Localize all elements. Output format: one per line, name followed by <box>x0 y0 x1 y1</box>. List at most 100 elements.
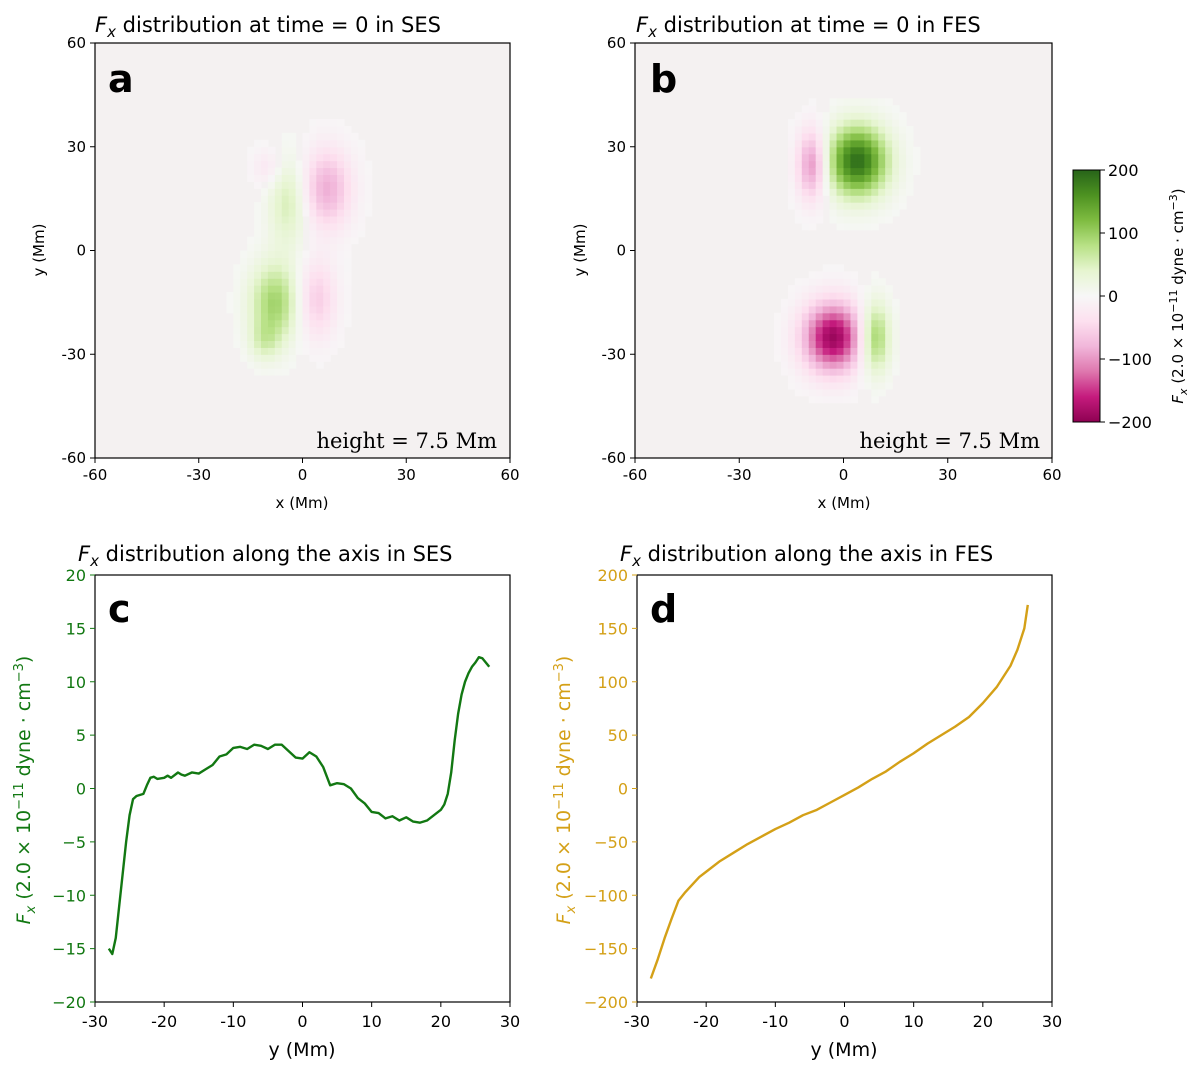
panel-d-ytick-label: 0 <box>618 780 628 799</box>
panel-b-field-cell <box>808 202 817 210</box>
panel-b-field-cell <box>850 312 858 321</box>
panel-a-field-cell <box>350 195 359 203</box>
panel-a-field-cell <box>302 312 311 321</box>
panel-a-field-cell <box>281 160 290 169</box>
panel-b-field-cell <box>836 98 845 106</box>
panel-b-field-cell <box>815 326 824 335</box>
panel-a-field-cell <box>254 243 262 252</box>
panel-a-field-cell <box>254 139 262 148</box>
panel-a-field-cell <box>281 347 290 355</box>
panel-b-field-cell <box>878 292 886 300</box>
panel-b-field-cell <box>794 326 803 335</box>
panel-b-field-cell <box>885 340 893 348</box>
panel-b-field-cell <box>906 139 914 148</box>
panel-c-ytick-label: 15 <box>66 619 86 638</box>
panel-b-field-cell <box>857 146 865 155</box>
panel-b-field-cell <box>850 126 858 134</box>
panel-b-field-cell <box>878 132 886 141</box>
panel-a-field-cell <box>330 119 338 127</box>
panel-b-field-cell <box>864 381 872 390</box>
panel-b-field-cell <box>906 126 914 134</box>
panel-a-field-cell <box>337 298 345 307</box>
panel-b-field-cell <box>801 361 810 369</box>
panel-b-field-cell <box>836 126 845 134</box>
panel-b-field-cell <box>787 146 796 155</box>
panel-b-field-cell <box>871 98 879 106</box>
panel-d-frame <box>636 574 1053 1003</box>
panel-a-field-cell <box>281 354 290 362</box>
panel-a-field-cell <box>267 347 276 355</box>
panel-a-field-cell <box>267 209 276 217</box>
panel-a-field-cell <box>330 326 338 335</box>
panel-a-field-cell <box>261 326 269 335</box>
panel-b-field-cell <box>822 333 831 342</box>
panel-a-field-cell <box>344 146 352 155</box>
panel-a-field-cell <box>309 354 317 362</box>
panel-b-field-cell <box>850 160 858 169</box>
panel-b-field-cell <box>871 368 879 376</box>
panel-b-field-cell <box>857 222 865 231</box>
panel-b-field-cell <box>774 333 782 342</box>
panel-b-field-cell <box>836 174 845 182</box>
panel-b-field-cell <box>794 285 803 293</box>
panel-a-field-cell <box>344 132 352 141</box>
panel-a-field-cell <box>330 257 338 265</box>
panel-a-field-cell <box>330 340 338 348</box>
panel-a-field-cell <box>288 146 297 155</box>
panel-a-field-cell <box>302 326 311 335</box>
panel-b-field-cell <box>836 285 845 293</box>
panel-a-field-cell <box>240 271 248 279</box>
panel-a-field-cell <box>261 285 269 293</box>
panel-a-field-cell <box>288 285 297 293</box>
panel-b-field-cell <box>843 368 852 376</box>
panel-a-field-cell <box>288 278 297 286</box>
panel-a-field-cell <box>261 333 269 342</box>
panel-a-field-cell <box>267 354 276 362</box>
panel-a-field-cell <box>281 195 290 203</box>
panel-d-ytick-label: 150 <box>597 619 628 638</box>
panel-b-field-cell <box>808 395 817 404</box>
panel-b-field-cell <box>801 139 810 148</box>
panel-b-field-cell <box>892 202 900 210</box>
panel-b-field-cell <box>899 181 907 189</box>
panel-a-field-cell <box>309 139 317 148</box>
panel-b-field-cell <box>829 174 838 182</box>
panel-a-field-cell <box>233 326 241 335</box>
panel-b-field-cell <box>787 326 796 335</box>
panel-b-field-cell <box>787 381 796 390</box>
panel-a-field-cell <box>337 285 345 293</box>
panel-b-field-cell <box>808 271 817 279</box>
panel-a-field-cell <box>309 292 317 300</box>
panel-b-field-cell <box>892 112 900 120</box>
panel-a-field-cell <box>295 250 304 259</box>
panel-b-field-cell <box>808 195 817 203</box>
panel-b-field-cell <box>780 319 789 328</box>
panel-a-field-cell <box>323 119 331 127</box>
panel-a-field-cell <box>295 236 304 245</box>
panel-b-field-cell <box>899 119 907 127</box>
panel-a-field-cell <box>309 229 317 238</box>
panel-b-field-cell <box>899 146 907 155</box>
panel-a-field-cell <box>316 181 324 189</box>
panel-b-field-cell <box>843 112 852 120</box>
panel-c-letter: c <box>108 587 131 631</box>
panel-b-field-cell <box>857 333 865 342</box>
colorbar-tick-label: −200 <box>1108 413 1152 432</box>
panel-a-field-cell <box>330 139 338 148</box>
panel-b-field-cell <box>885 209 893 217</box>
colorbar-tick-label: 0 <box>1108 287 1118 306</box>
panel-a-field-cell <box>240 278 248 286</box>
panel-b-field-cell <box>878 126 886 134</box>
panel-a-field-cell <box>350 236 359 245</box>
panel-a-field-cell <box>337 236 345 245</box>
panel-b-field-cell <box>843 271 852 279</box>
panel-a-field-cell <box>261 257 269 265</box>
panel-b-field-cell <box>801 278 810 286</box>
panel-b-field-cell <box>829 375 838 383</box>
panel-a-field-cell <box>295 319 304 328</box>
panel-a-field-cell <box>309 333 317 342</box>
panel-a-field-cell <box>247 278 255 286</box>
panel-b-field-cell <box>892 333 900 342</box>
panel-a-field-cell <box>274 229 283 238</box>
panel-a-field-cell <box>288 257 297 265</box>
